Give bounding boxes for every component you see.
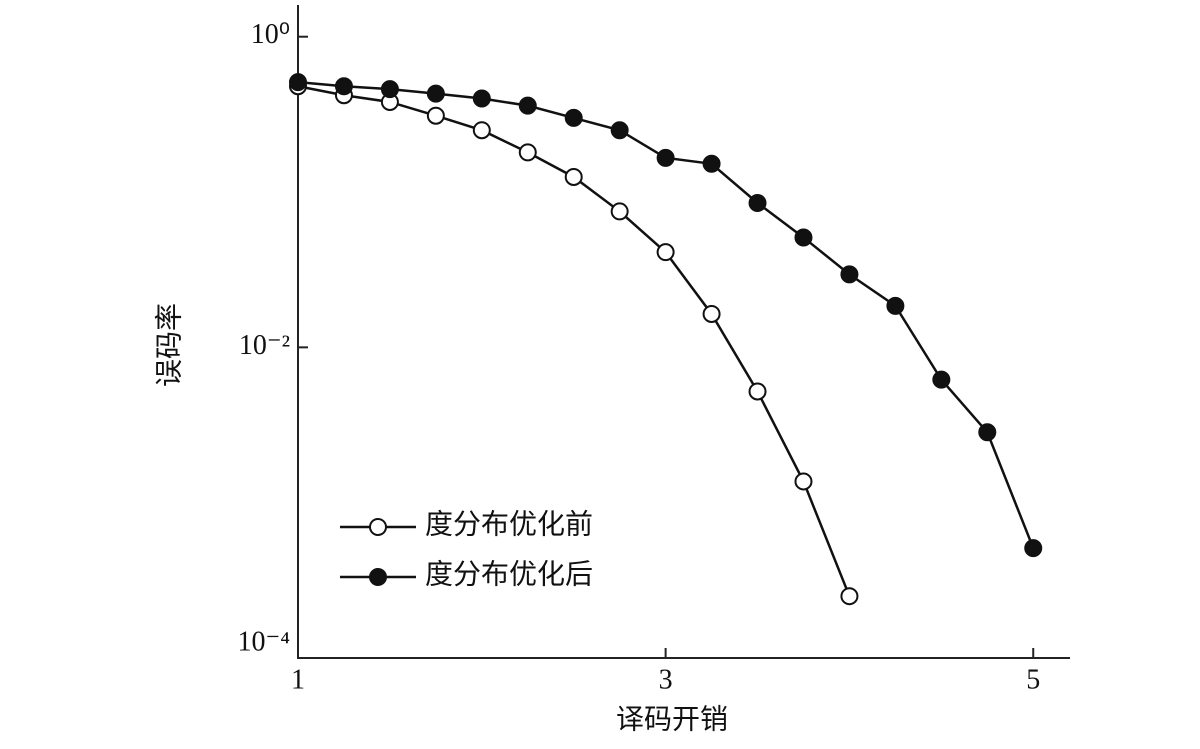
marker [656, 148, 675, 167]
marker [978, 423, 997, 442]
marker [334, 77, 353, 96]
axes [297, 5, 1070, 659]
x-tick-label: 1 [291, 664, 305, 695]
x-axis-label: 译码开销 [616, 703, 728, 735]
marker [702, 154, 721, 173]
legend-marker [369, 568, 387, 586]
marker [380, 80, 399, 99]
marker [518, 96, 537, 115]
marker [564, 108, 583, 127]
legend-label: 度分布优化前 [425, 508, 593, 540]
marker [840, 265, 859, 284]
marker [748, 382, 767, 401]
y-axis-label: 误码率 [153, 303, 185, 387]
marker [702, 304, 721, 323]
legend-marker [369, 518, 387, 536]
y-tick-label: 10⁻² [239, 330, 290, 361]
marker [656, 243, 675, 262]
marker [1024, 539, 1043, 558]
y-tick-label: 10⁻⁴ [237, 626, 290, 657]
y-tick-label: 10⁰ [251, 19, 290, 50]
marker [610, 202, 629, 221]
x-tick-label: 5 [1026, 664, 1040, 695]
marker [886, 296, 905, 315]
marker [472, 121, 491, 140]
marker [794, 472, 813, 491]
marker [840, 587, 859, 606]
marker [518, 143, 537, 162]
marker [426, 84, 445, 103]
marker [794, 228, 813, 247]
marker [748, 193, 767, 212]
marker [564, 167, 583, 186]
marker [932, 370, 951, 389]
legend-label: 度分布优化后 [425, 558, 593, 590]
marker [472, 89, 491, 108]
marker [289, 73, 307, 92]
x-tick-label: 3 [659, 664, 673, 695]
marker [610, 121, 629, 140]
marker [426, 106, 445, 125]
